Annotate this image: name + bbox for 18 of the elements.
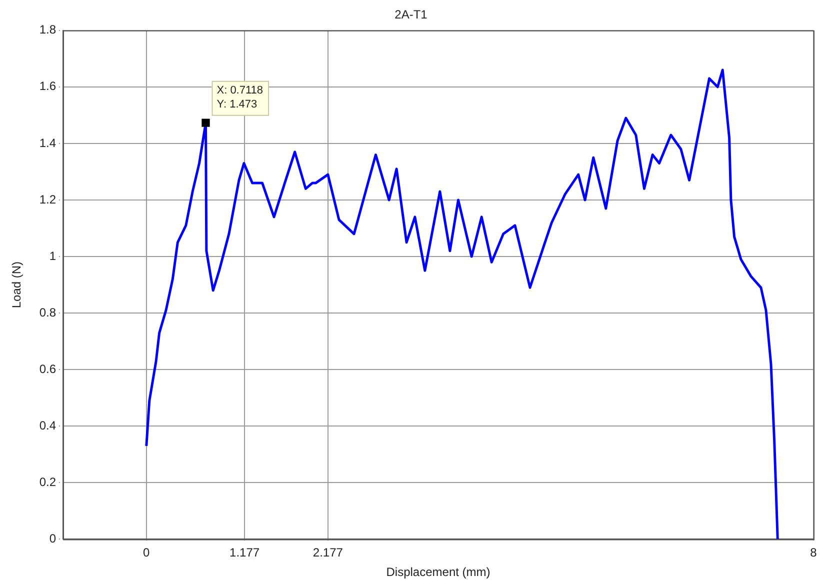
y-axis-title: Load (N) [10, 261, 24, 308]
y-tick-label: 1.8 [39, 22, 56, 37]
x-tick-label: 2.177 [312, 546, 344, 560]
x-tick-label: 8 [810, 546, 818, 560]
x-axis-title: Displacement (mm) [386, 565, 490, 580]
y-tick-label: 0.6 [39, 362, 56, 376]
y-tick-label: 1.4 [39, 136, 56, 150]
y-tick-label: 1 [49, 248, 56, 263]
annotation: X: 0.7118 Y: 1.473 [216, 84, 264, 110]
y-tick-label: 0.2 [39, 474, 56, 489]
y-tick-label: 0.8 [39, 305, 56, 320]
y-tick-label: 0 [49, 532, 56, 546]
chart-title: 2A-T1 [394, 8, 428, 22]
y-tick-label: 0.4 [39, 418, 56, 432]
x-tick-label: 0 [143, 546, 150, 560]
y-tick-label: 1.2 [39, 192, 56, 206]
y-tick-label: 1.6 [39, 79, 56, 94]
x-tick-label: 1.177 [230, 546, 260, 560]
